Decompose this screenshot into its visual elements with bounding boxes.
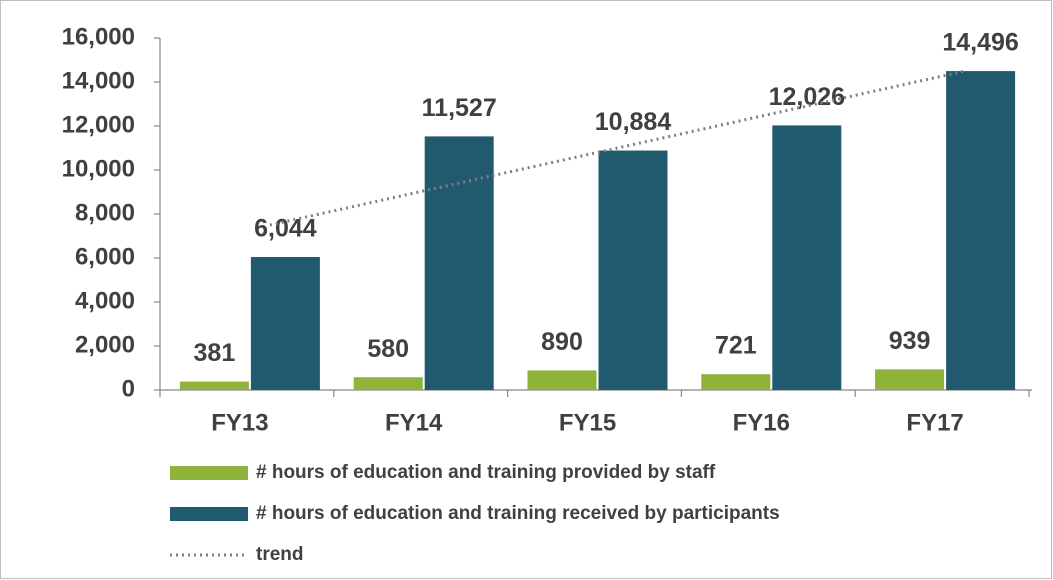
x-tick-label: FY14 — [385, 409, 443, 436]
x-tick-label: FY15 — [559, 409, 616, 436]
legend-swatch — [170, 466, 248, 480]
bar — [353, 377, 423, 390]
legend-label: trend — [256, 544, 304, 565]
value-label: 10,884 — [595, 108, 672, 136]
value-label: 14,496 — [942, 29, 1018, 57]
value-label: 721 — [715, 332, 757, 360]
legend-swatch — [170, 507, 248, 521]
legend-label: # hours of education and training receiv… — [256, 503, 780, 524]
bar — [250, 257, 320, 390]
y-tick-label: 14,000 — [62, 67, 135, 94]
y-tick-label: 10,000 — [62, 155, 135, 182]
x-tick-label: FY17 — [906, 409, 963, 436]
y-tick-label: 6,000 — [75, 243, 135, 270]
x-tick-label: FY13 — [211, 409, 268, 436]
y-tick-label: 8,000 — [75, 199, 135, 226]
bar — [875, 369, 945, 390]
value-label: 381 — [194, 339, 236, 367]
y-tick-label: 12,000 — [62, 111, 135, 138]
y-tick-label: 16,000 — [62, 23, 135, 50]
value-label: 12,026 — [769, 83, 845, 111]
value-label: 6,044 — [254, 215, 317, 243]
y-tick-label: 0 — [122, 375, 135, 402]
bar — [772, 125, 842, 390]
x-tick-label: FY16 — [733, 409, 790, 436]
y-tick-label: 4,000 — [75, 287, 135, 314]
bar — [598, 150, 668, 390]
y-tick-label: 2,000 — [75, 331, 135, 358]
bar — [701, 374, 771, 390]
value-label: 890 — [541, 328, 583, 356]
bar — [179, 381, 249, 390]
bar — [527, 370, 597, 390]
value-label: 939 — [889, 327, 931, 355]
bar — [424, 136, 494, 390]
legend-label: # hours of education and training provid… — [256, 462, 716, 483]
value-label: 11,527 — [422, 94, 497, 122]
value-label: 580 — [367, 335, 409, 363]
bar — [946, 71, 1016, 390]
